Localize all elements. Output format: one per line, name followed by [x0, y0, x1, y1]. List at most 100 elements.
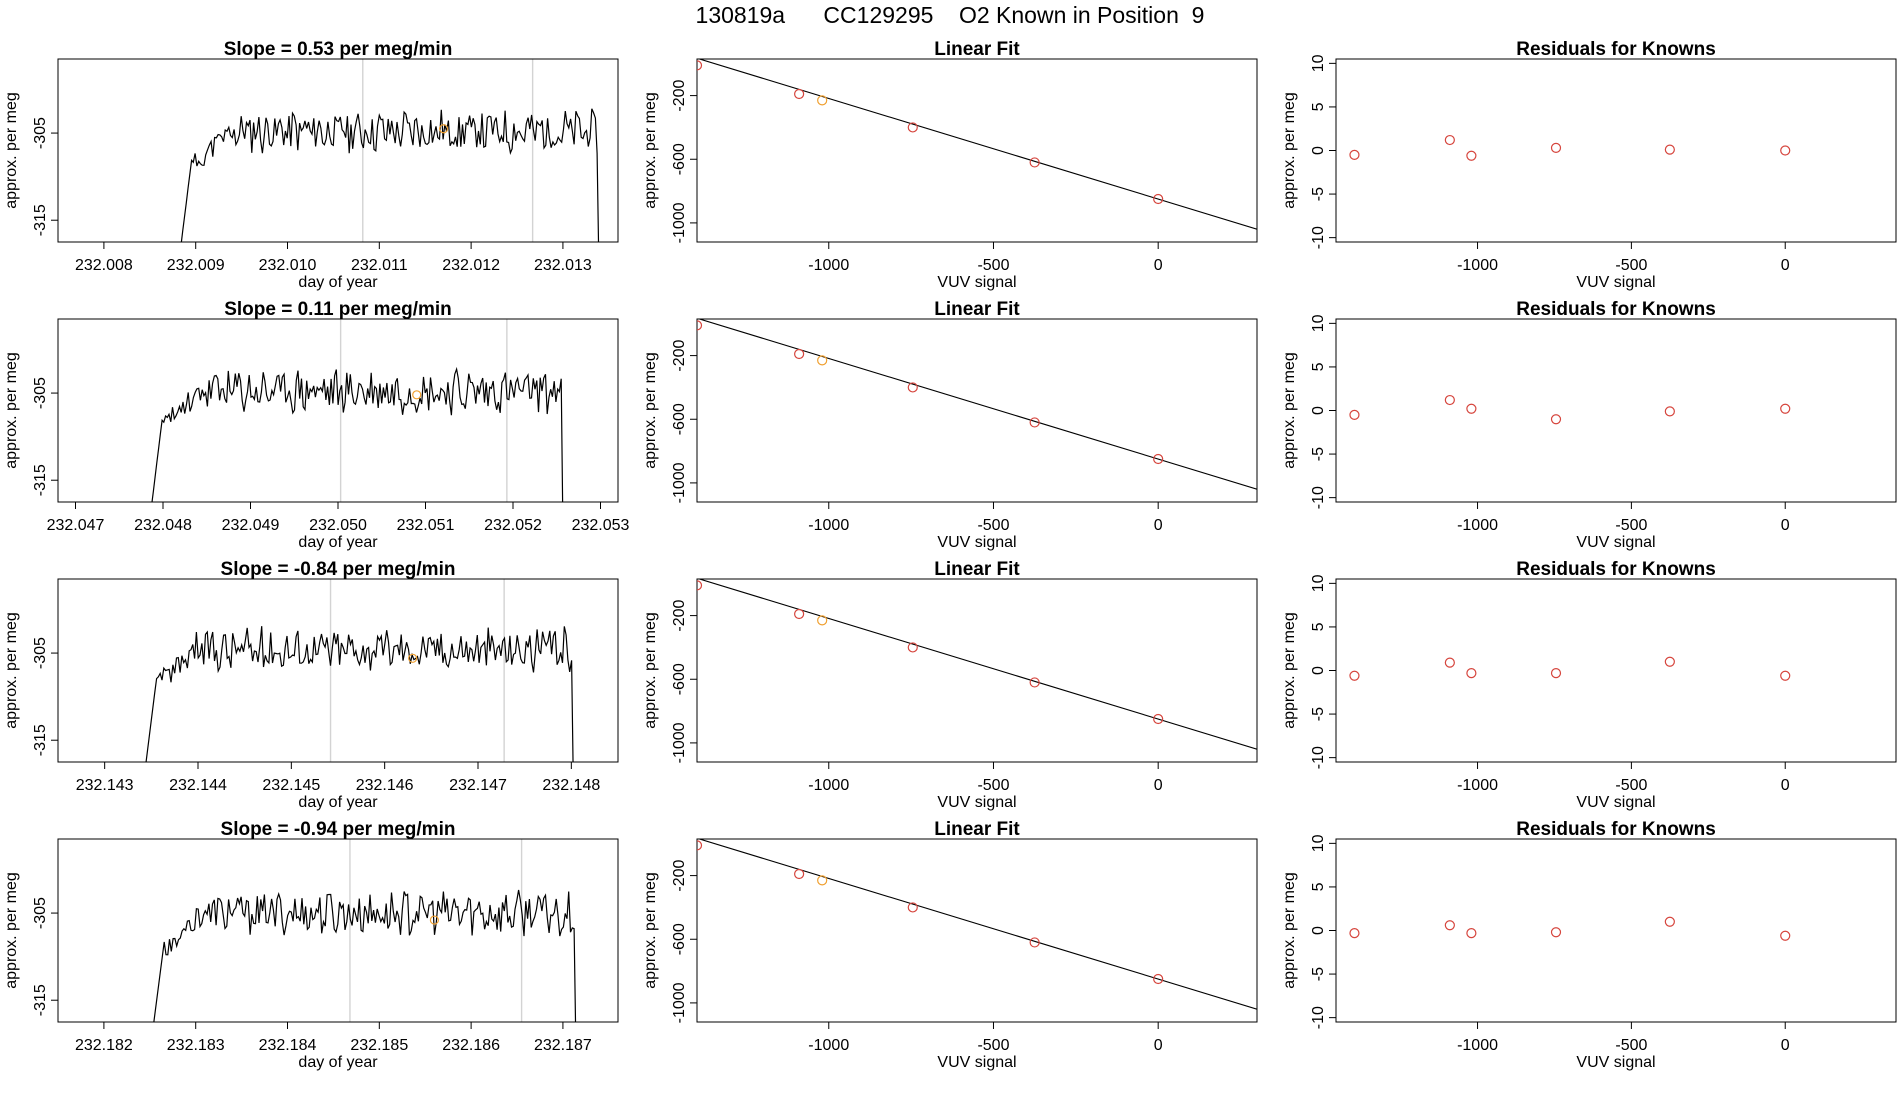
- plot-area: [697, 59, 1257, 230]
- x-tick-label: 232.184: [259, 1037, 317, 1054]
- x-tick-label: 232.012: [442, 257, 500, 274]
- plot-frame: [57, 838, 619, 1023]
- panel-3-3: Residuals for Knowns -1000 -500 0 VUV signal…: [1281, 559, 1897, 811]
- data-point: [1466, 928, 1477, 939]
- plot-area: [1349, 394, 1791, 425]
- plot-area: [1349, 916, 1791, 941]
- x-tick-label: -500: [1615, 257, 1647, 274]
- x-tick-label: 232.049: [222, 517, 280, 534]
- x-axis-label: day of year: [298, 534, 378, 551]
- x-tick-label: -500: [977, 777, 1009, 794]
- x-tick-label: -500: [1615, 1037, 1647, 1054]
- x-axis-label: VUV signal: [1576, 1054, 1655, 1071]
- y-tick-label: -10: [1310, 746, 1327, 769]
- plot-frame: [696, 318, 1258, 503]
- page-title: 130819a CC129295 O2 Known in Position 9: [695, 2, 1205, 28]
- x-axis-label: VUV signal: [937, 794, 1016, 811]
- data-point: [1550, 927, 1562, 938]
- panel-title: Residuals for Knowns: [1516, 299, 1716, 320]
- x-tick-label: 0: [1781, 257, 1790, 274]
- data-point: [907, 902, 918, 913]
- y-tick-label: -10: [1310, 486, 1327, 509]
- data-point: [907, 382, 918, 393]
- plot-frame: [1335, 58, 1897, 243]
- plot-frame: [696, 58, 1258, 243]
- x-axis-label: VUV signal: [937, 534, 1016, 551]
- data-point: [817, 355, 828, 366]
- x-axis-label: day of year: [298, 274, 378, 291]
- data-point: [817, 615, 828, 626]
- data-point: [907, 122, 918, 133]
- y-tick-label: -315: [32, 724, 49, 756]
- panel-3-1: Slope = -0.84 per meg/min 232.143 232.144 2…: [3, 559, 619, 811]
- panel-title: Linear Fit: [934, 299, 1020, 320]
- panel-title: Linear Fit: [934, 559, 1020, 580]
- x-axis-label: VUV signal: [937, 1054, 1016, 1071]
- fit-line: [697, 579, 1257, 750]
- highlight-point: [438, 124, 449, 134]
- x-axis-label: VUV signal: [937, 274, 1016, 291]
- y-tick-label: -200: [671, 599, 688, 631]
- x-tick-label: 0: [1154, 1037, 1163, 1054]
- plot-area: [697, 839, 1257, 1010]
- x-tick-label: 232.048: [134, 517, 192, 534]
- x-tick-label: 232.013: [534, 257, 592, 274]
- data-point: [1349, 149, 1360, 160]
- fit-line: [697, 59, 1257, 230]
- x-tick-label: 0: [1781, 517, 1790, 534]
- data-point: [1780, 930, 1791, 941]
- data-point: [1153, 973, 1164, 985]
- plot-area: [151, 366, 564, 502]
- panel-title: Residuals for Knowns: [1516, 819, 1716, 840]
- data-point: [1466, 150, 1477, 161]
- data-point: [1029, 677, 1040, 688]
- data-point: [1664, 916, 1675, 927]
- y-tick-label: -305: [32, 637, 49, 669]
- y-tick-label: -600: [671, 143, 688, 175]
- y-tick-label: 10: [1310, 834, 1327, 852]
- y-tick-label: -5: [1310, 187, 1327, 201]
- plot-area: [180, 108, 600, 242]
- y-tick-label: 5: [1310, 882, 1327, 891]
- plot-area: [697, 579, 1257, 750]
- x-tick-label: 232.145: [262, 777, 320, 794]
- data-point: [1550, 142, 1562, 153]
- x-axis-label: VUV signal: [1576, 794, 1655, 811]
- panel-2-2: Linear Fit -1000 -500 0 VUV signal -200 -600 -1…: [642, 299, 1258, 551]
- panel-title: Residuals for Knowns: [1516, 559, 1716, 580]
- panel-title: Slope = 0.53 per meg/min: [224, 39, 453, 60]
- data-point: [817, 875, 828, 886]
- plot-area: [153, 889, 577, 1022]
- x-tick-label: 232.147: [449, 777, 507, 794]
- panel-3-2: Linear Fit -1000 -500 0 VUV signal -200 -600 -1…: [642, 559, 1258, 811]
- y-tick-label: -200: [671, 339, 688, 371]
- data-point: [1444, 920, 1455, 931]
- x-tick-label: 232.011: [351, 257, 408, 274]
- data-point: [1153, 713, 1164, 725]
- x-tick-label: -500: [977, 517, 1009, 534]
- data-point: [1550, 414, 1562, 425]
- panel-title: Linear Fit: [934, 819, 1020, 840]
- y-axis-label: approx. per meg: [3, 92, 20, 209]
- y-tick-label: -10: [1310, 226, 1327, 249]
- x-axis-label: day of year: [298, 1054, 378, 1071]
- y-tick-label: 0: [1310, 146, 1327, 155]
- x-tick-label: -500: [1615, 517, 1647, 534]
- plot-frame: [1335, 578, 1897, 763]
- panel-1-1: Slope = 0.53 per meg/min 232.008 232.009 23…: [3, 39, 619, 291]
- x-tick-label: -1000: [1457, 1037, 1498, 1054]
- data-point: [1029, 417, 1040, 428]
- data-point: [1466, 403, 1477, 414]
- data-point: [1029, 937, 1040, 948]
- y-tick-label: 5: [1310, 362, 1327, 371]
- data-point: [794, 608, 805, 620]
- panel-title: Residuals for Knowns: [1516, 39, 1716, 60]
- data-point: [1780, 145, 1791, 156]
- y-tick-label: 10: [1310, 574, 1327, 592]
- data-point: [1780, 670, 1791, 681]
- data-point: [1349, 409, 1360, 420]
- x-axis-label: day of year: [298, 794, 378, 811]
- data-point: [1029, 157, 1040, 168]
- y-tick-label: -5: [1310, 447, 1327, 461]
- y-tick-label: -1000: [671, 722, 688, 763]
